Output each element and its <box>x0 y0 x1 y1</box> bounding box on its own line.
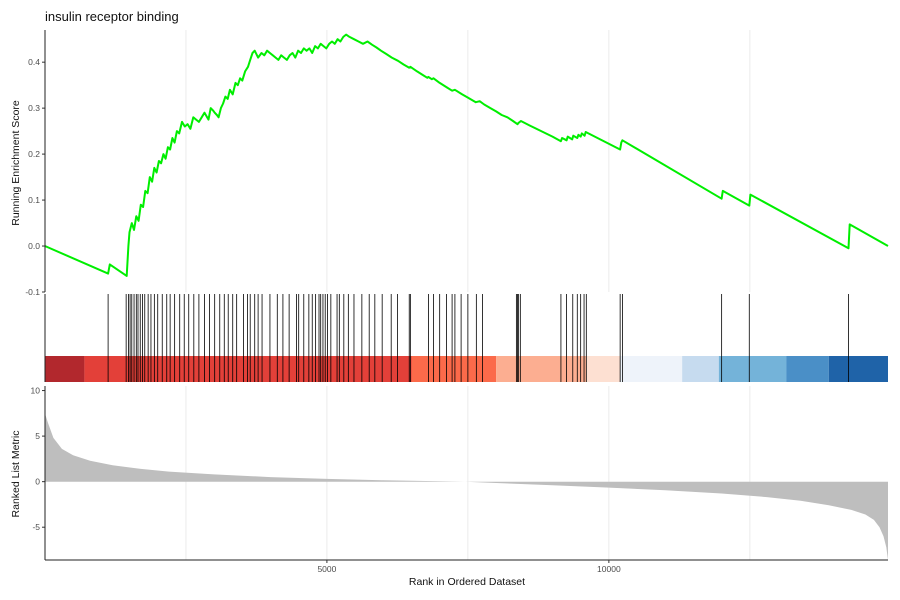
x-axis-label: Rank in Ordered Dataset <box>408 576 526 588</box>
x-tick-label: 10000 <box>597 564 621 574</box>
ranked-metric-area <box>44 413 888 560</box>
color-bar-segment <box>682 356 719 382</box>
axes: -0.1 0.0 0.1 0.2 0.3 0.4 -5 0 5 10 5000 10000 <box>25 30 888 574</box>
color-bar-segment <box>620 356 683 382</box>
color-bar-segment <box>718 356 787 382</box>
y-tick-label-score: 0.4 <box>28 57 40 67</box>
y-tick-label-score: 0.0 <box>28 241 40 251</box>
color-bar-segment <box>496 356 587 382</box>
running-score-line <box>44 33 889 277</box>
y-tick-label-score: 0.3 <box>28 103 40 113</box>
color-bar-segment <box>586 356 621 382</box>
y-tick-label-score: 0.2 <box>28 149 40 159</box>
y-tick-label-metric: 0 <box>35 477 40 487</box>
y-tick-label-score: 0.1 <box>28 195 40 205</box>
y-axis-label-enrichment: Running Enrichment Score <box>10 100 22 226</box>
color-bar-segment <box>828 356 888 382</box>
y-tick-label-metric: -5 <box>32 522 40 532</box>
color-bar-segment <box>411 356 497 382</box>
gene-hit-barcode <box>107 294 849 382</box>
running-score-panel <box>44 33 889 277</box>
vertical-gridlines <box>185 30 751 560</box>
y-tick-label-metric: 5 <box>35 431 40 441</box>
color-bar-segment <box>786 356 829 382</box>
y-tick-label-metric: 10 <box>31 386 41 396</box>
y-tick-label-score: -0.1 <box>25 287 40 297</box>
x-tick-label: 5000 <box>317 564 336 574</box>
color-bar-segment <box>84 356 412 382</box>
ranked-metric-panel <box>44 413 888 560</box>
rank-color-bar <box>45 356 888 382</box>
color-bar-segment <box>45 356 85 382</box>
y-axis-label-metric: Ranked List Metric <box>10 430 22 518</box>
chart-title: insulin receptor binding <box>45 9 179 24</box>
